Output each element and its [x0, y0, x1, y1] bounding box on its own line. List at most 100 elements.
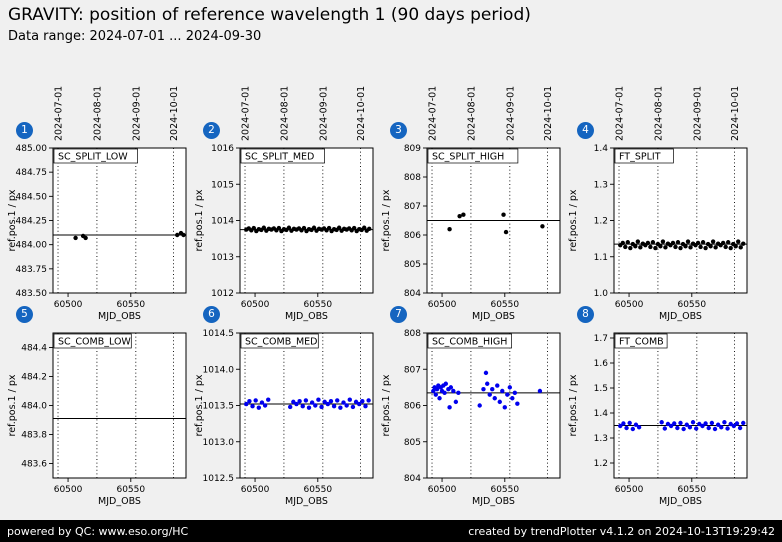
y-tick-label: 1.6: [594, 359, 609, 369]
y-tick-label: 806: [404, 402, 421, 412]
data-point: [700, 240, 706, 245]
x-tick-label: 60500: [615, 485, 644, 495]
data-point: [737, 425, 743, 431]
data-point: [497, 399, 502, 405]
data-point: [659, 420, 664, 425]
y-tick-label: 1014: [211, 217, 234, 227]
chart-svg-sc_comb_high: 808 807 806 805 804 60500 60550 SC_COMB_HIGHref…: [381, 329, 561, 507]
data-point: [703, 421, 708, 426]
chart-panel-ft-split: 4 2024-07-01 2024-08-01 2024-09-01 2024-10-…: [567, 75, 754, 325]
x-tick-label: 60550: [490, 485, 519, 495]
chart-svg-sc_comb_med: 1014.5 1014.0 1013.5 1013.0 1012.5 60500 60550…: [194, 329, 374, 507]
footer-left-text: powered by QC: www.eso.org/HC: [7, 524, 189, 538]
y-axis-label: ref.pos.1 / px: [7, 189, 18, 251]
data-point: [481, 386, 486, 392]
data-point: [477, 403, 482, 408]
data-point: [309, 400, 315, 405]
data-point: [633, 244, 638, 249]
data-point: [266, 397, 271, 402]
data-point: [627, 420, 632, 426]
panel-number-badge[interactable]: 2: [203, 122, 220, 139]
y-tick-label: 484.00: [16, 241, 48, 251]
data-point: [712, 426, 718, 432]
y-tick-label: 805: [404, 260, 421, 270]
x-axis-label: MJD_OBS: [472, 311, 515, 322]
data-point: [360, 398, 365, 404]
date-tick-label: 2024-07-01: [615, 86, 626, 141]
data-point: [505, 392, 510, 397]
date-tick-label: 2024-09-01: [131, 86, 142, 141]
data-point: [447, 227, 452, 232]
date-tick-label: 2024-08-01: [653, 86, 664, 141]
data-point: [306, 405, 312, 410]
panel-number-badge[interactable]: 4: [577, 122, 594, 139]
data-point: [276, 225, 282, 231]
y-tick-label: 1014.5: [203, 329, 235, 339]
data-point: [335, 398, 340, 403]
y-tick-label: 483.75: [16, 265, 48, 275]
data-point: [286, 225, 292, 230]
panel-number-badge[interactable]: 6: [203, 306, 220, 323]
date-tick-label: 2024-10-01: [730, 86, 741, 141]
data-point: [684, 422, 689, 427]
date-tick-label: 2024-07-01: [241, 86, 252, 141]
panel-number-badge[interactable]: 5: [16, 306, 33, 323]
data-point: [741, 241, 746, 246]
data-point: [650, 240, 656, 245]
x-axis-label: MJD_OBS: [285, 311, 328, 322]
footer-right-text: created by trendPlotter v4.1.2 on 2024-1…: [468, 524, 775, 538]
x-axis-label: MJD_OBS: [98, 496, 141, 507]
date-tick-label: 2024-08-01: [466, 86, 477, 141]
data-point: [325, 401, 331, 407]
data-point: [731, 423, 737, 429]
data-point: [515, 401, 520, 406]
date-tick-label: 2024-09-01: [692, 86, 703, 141]
y-tick-label: 1.5: [594, 384, 608, 394]
data-point: [653, 245, 658, 251]
data-point: [693, 426, 699, 431]
data-point: [741, 420, 746, 426]
data-point: [670, 240, 676, 246]
data-point: [720, 240, 726, 246]
x-axis-label: MJD_OBS: [98, 311, 141, 322]
data-point: [350, 404, 356, 410]
data-point: [723, 244, 728, 250]
y-tick-label: 483.8: [21, 431, 47, 441]
data-point: [344, 403, 349, 408]
x-tick-label: 60500: [54, 485, 83, 495]
y-tick-label: 1.4: [594, 409, 609, 419]
data-point: [675, 240, 681, 245]
data-range-subtitle: Data range: 2024-07-01 ... 2024-09-30: [8, 29, 262, 44]
panel-number-badge[interactable]: 7: [390, 306, 407, 323]
y-tick-label: 1.0: [594, 289, 609, 299]
data-point: [366, 398, 371, 403]
data-point: [175, 232, 180, 238]
data-point: [708, 244, 713, 249]
data-point: [715, 422, 721, 427]
data-point: [262, 403, 268, 408]
data-point: [244, 401, 249, 407]
data-point: [453, 399, 459, 405]
data-point: [328, 398, 334, 404]
data-point: [336, 225, 342, 230]
data-point: [351, 225, 357, 231]
data-point: [648, 244, 653, 250]
y-tick-label: 1.2: [594, 217, 608, 227]
data-point: [540, 224, 545, 229]
chart-svg-ft_split: 2024-07-01 2024-08-01 2024-09-01 2024-10-01…: [568, 86, 748, 322]
panel-number-badge[interactable]: 1: [16, 122, 33, 139]
data-point: [313, 403, 318, 408]
panel-number-badge[interactable]: 3: [390, 122, 407, 139]
y-tick-label: 804: [404, 474, 421, 484]
plot-frame: [426, 147, 561, 294]
data-point: [512, 390, 518, 396]
panel-title-label: SC_SPLIT_HIGH: [432, 152, 504, 163]
panel-number-badge[interactable]: 8: [577, 306, 594, 323]
data-point: [698, 244, 703, 250]
data-point: [311, 225, 317, 230]
data-point: [259, 400, 265, 405]
data-point: [510, 396, 515, 401]
data-point: [502, 405, 507, 410]
chart-panel-sc-comb-high: 7 808 807 806 805 804 60500 60550 SC_COMB_HIGH r…: [380, 303, 567, 510]
data-point: [297, 398, 302, 404]
